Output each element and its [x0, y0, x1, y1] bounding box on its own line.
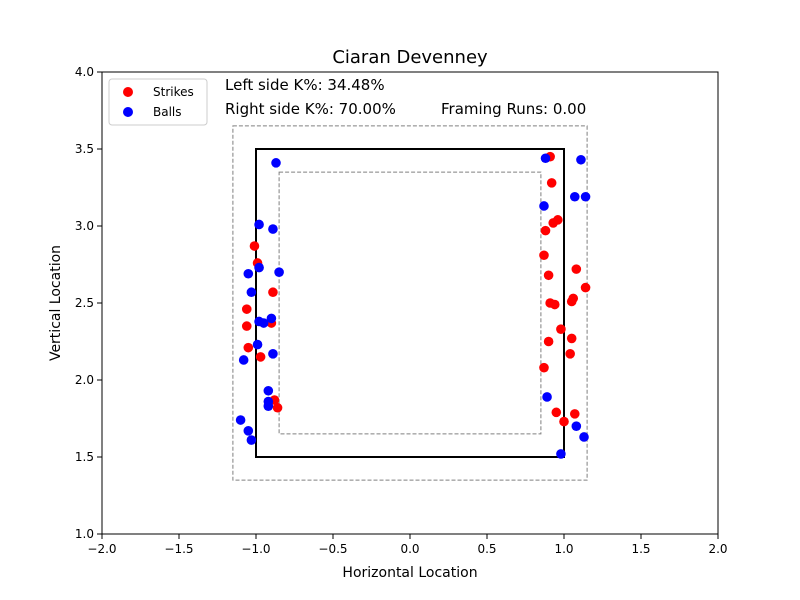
legend-label-balls: Balls [153, 105, 182, 119]
point-balls [274, 267, 284, 278]
point-strikes [241, 304, 252, 314]
point-balls [542, 392, 552, 402]
legend-label-strikes: Strikes [153, 85, 194, 99]
point-strikes [565, 349, 575, 359]
inner-zone-box [278, 171, 542, 435]
y-tick-label: 1.5 [75, 450, 94, 464]
y-tick-label: 3.5 [75, 142, 94, 156]
zone-group [232, 125, 588, 481]
x-axis-label: Horizontal Location [342, 565, 477, 581]
point-strikes [539, 362, 549, 373]
point-strikes [571, 264, 582, 274]
point-balls [246, 287, 257, 298]
point-strikes [559, 416, 569, 427]
point-balls [246, 435, 257, 445]
point-balls [254, 219, 264, 230]
point-balls [243, 268, 254, 279]
point-balls [540, 153, 551, 164]
x-tick-label: −1.0 [241, 542, 270, 556]
point-balls [243, 426, 254, 436]
point-balls [254, 262, 264, 273]
point-strikes [569, 409, 580, 419]
point-balls [576, 154, 586, 165]
point-strikes [272, 402, 283, 413]
point-balls [268, 224, 278, 234]
point-strikes [539, 250, 549, 261]
legend-marker-balls [123, 107, 133, 117]
legend-box [108, 78, 208, 126]
x-axis-ticks: −2.0 −1.5 −1.0 −0.5 0.0 0.5 1.0 1.5 2.0 [87, 534, 728, 556]
point-strikes [556, 324, 566, 334]
point-strikes [546, 178, 557, 188]
point-balls [556, 449, 566, 459]
point-balls [271, 158, 281, 168]
point-strikes [255, 352, 266, 362]
point-strikes [553, 215, 563, 225]
right-k-annotation: Right side K%: 70.00% [225, 100, 396, 118]
x-tick-label: −1.5 [164, 542, 193, 556]
y-tick-label: 3.0 [75, 219, 94, 233]
point-balls [266, 313, 277, 324]
point-balls [263, 385, 274, 396]
y-axis-label: Vertical Location [48, 245, 64, 361]
x-tick-label: −0.5 [318, 542, 347, 556]
left-k-annotation: Left side K%: 34.48% [225, 76, 385, 94]
x-tick-label: 0.5 [477, 542, 496, 556]
point-balls [258, 318, 269, 328]
strike-zone-box [255, 148, 565, 458]
point-strikes [543, 270, 554, 281]
point-strikes [551, 407, 562, 418]
point-strikes [566, 296, 577, 307]
point-balls [579, 432, 589, 442]
point-balls [238, 355, 249, 365]
point-balls [263, 401, 274, 411]
outer-zone-box [232, 125, 588, 481]
framing-runs-annotation: Framing Runs: 0.00 [441, 100, 586, 118]
y-tick-label: 2.0 [75, 373, 94, 387]
point-strikes [243, 342, 254, 353]
legend: Strikes Balls [108, 78, 208, 126]
point-strikes [249, 241, 260, 251]
point-balls [569, 191, 580, 202]
y-axis-ticks: 1.0 1.5 2.0 2.5 3.0 3.5 4.0 [75, 65, 102, 541]
point-strikes [540, 225, 551, 236]
point-balls [571, 421, 582, 432]
x-tick-label: 1.0 [554, 542, 573, 556]
chart-title: Ciaran Devenney [332, 47, 488, 68]
point-balls [539, 201, 549, 211]
x-tick-label: 0.0 [400, 542, 419, 556]
y-tick-label: 2.5 [75, 296, 94, 310]
x-tick-label: 1.5 [631, 542, 650, 556]
legend-marker-strikes [123, 87, 133, 97]
point-strikes [241, 321, 252, 331]
point-balls [268, 349, 278, 359]
point-balls [235, 415, 246, 425]
y-tick-label: 1.0 [75, 527, 94, 541]
points-group [235, 151, 591, 459]
point-balls [252, 339, 263, 350]
point-strikes [543, 336, 554, 347]
x-tick-label: −2.0 [87, 542, 116, 556]
x-tick-label: 2.0 [708, 542, 727, 556]
point-strikes [268, 287, 278, 298]
point-strikes [549, 299, 560, 310]
point-balls [580, 191, 591, 202]
point-strikes [580, 282, 591, 293]
point-strikes [566, 333, 577, 344]
y-tick-label: 4.0 [75, 65, 94, 79]
